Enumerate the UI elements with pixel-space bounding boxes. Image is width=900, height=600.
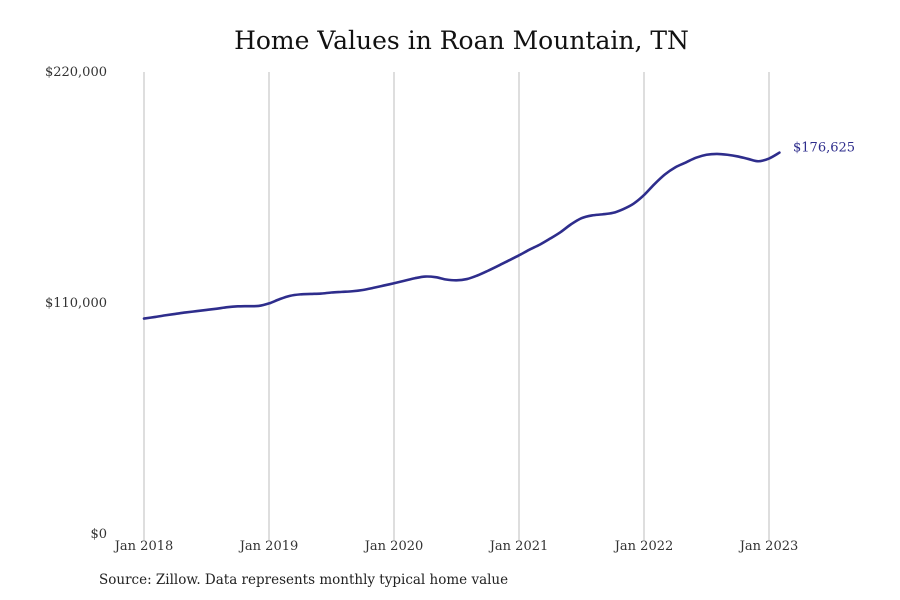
gridlines	[143, 72, 770, 540]
x-tick-label: Jan 2018	[113, 539, 174, 554]
y-tick-label: $0	[90, 527, 107, 542]
home-value-line	[142, 151, 781, 320]
x-tick-label: Jan 2019	[238, 539, 299, 554]
x-tick-label: Jan 2023	[738, 539, 799, 554]
series-layer	[142, 151, 781, 320]
x-tick-label: Jan 2021	[488, 539, 549, 554]
source-note: Source: Zillow. Data represents monthly …	[99, 572, 509, 588]
chart-title: Home Values in Roan Mountain, TN	[234, 26, 689, 55]
x-tick-label: Jan 2022	[613, 539, 674, 554]
x-tick-label: Jan 2020	[363, 539, 424, 554]
x-axis-tick-labels: Jan 2018 Jan 2019 Jan 2020 Jan 2021 Jan 2022…	[113, 539, 799, 554]
end-value-label: $176,625	[793, 141, 855, 156]
y-tick-label: $110,000	[45, 296, 107, 311]
y-tick-label: $220,000	[45, 65, 107, 80]
end-label-layer: $176,625	[793, 141, 855, 156]
y-axis-tick-labels: $0 $110,000 $220,000	[45, 65, 107, 542]
